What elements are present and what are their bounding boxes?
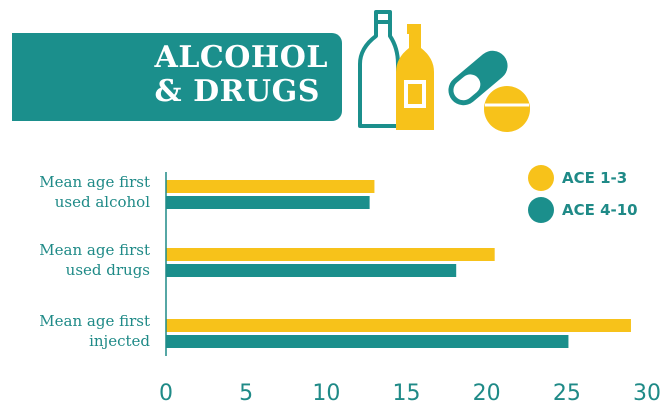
capsule-icon — [448, 50, 508, 106]
banner-title-line2: & DRUGS — [154, 74, 320, 109]
x-tick-label: 30 — [633, 381, 661, 406]
category-label: used drugs — [66, 261, 150, 279]
category-label: Mean age first — [39, 241, 150, 259]
bar-ace-4-10-2 — [166, 264, 457, 277]
bottle-icon — [358, 10, 400, 128]
x-tick-label: 25 — [553, 381, 581, 406]
bar-ace-1-3-3 — [166, 319, 631, 332]
category-label: injected — [89, 332, 150, 350]
legend-marker — [528, 165, 554, 191]
bar-ace-1-3-1 — [166, 180, 375, 193]
x-tick-label: 0 — [159, 381, 173, 406]
banner-title-line1: ALCOHOL — [154, 40, 328, 75]
x-tick-label: 20 — [473, 381, 501, 406]
category-label: used alcohol — [55, 193, 150, 211]
icon-group — [358, 10, 530, 132]
legend-label: ACE 1-3 — [562, 169, 627, 187]
bar-ace-4-10-3 — [166, 335, 569, 348]
category-label: Mean age first — [39, 173, 150, 191]
title-banner: ALCOHOL & DRUGS — [12, 33, 342, 121]
legend-marker — [528, 197, 554, 223]
legend-label: ACE 4-10 — [562, 201, 638, 219]
x-tick-label: 5 — [239, 381, 253, 406]
bar-ace-1-3-2 — [166, 248, 495, 261]
x-tick-label: 15 — [393, 381, 421, 406]
bar-ace-4-10-1 — [166, 196, 370, 209]
pill-icon — [484, 86, 530, 132]
category-label: Mean age first — [39, 312, 150, 330]
x-tick-label: 10 — [312, 381, 340, 406]
whiskey-bottle-icon — [396, 24, 434, 130]
banner-title: ALCOHOL & DRUGS — [155, 41, 328, 109]
